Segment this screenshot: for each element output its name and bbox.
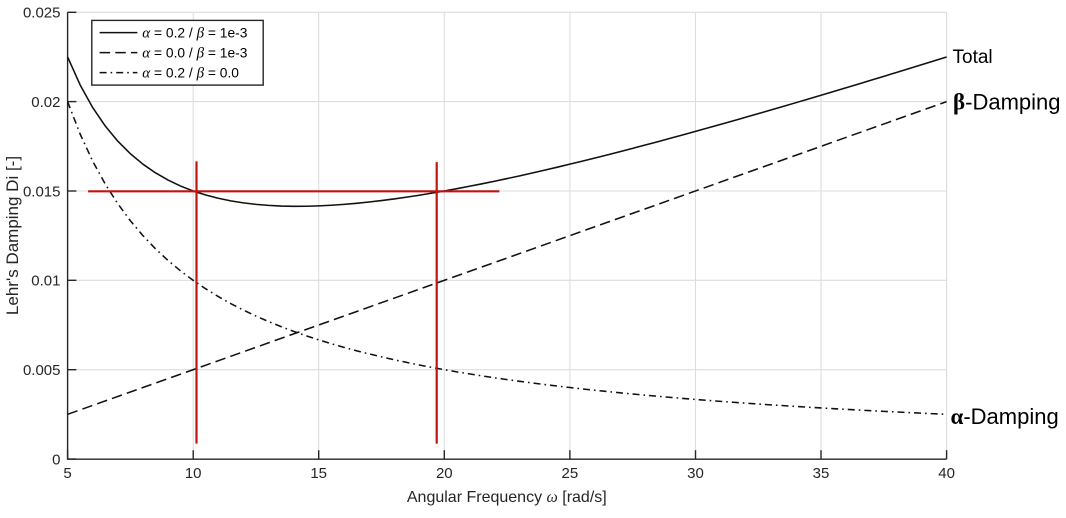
svg-text:10: 10 <box>185 465 202 482</box>
svg-text:α = 0.0 / β = 1e-3: α = 0.0 / β = 1e-3 <box>142 45 247 61</box>
svg-text:Total: Total <box>953 47 993 68</box>
svg-text:20: 20 <box>436 465 453 482</box>
svg-text:α = 0.2 / β = 1e-3: α = 0.2 / β = 1e-3 <box>142 25 247 41</box>
svg-text:Lehr's Damping Di [-]: Lehr's Damping Di [-] <box>3 156 22 315</box>
svg-text:β-Damping: β-Damping <box>953 90 1061 115</box>
svg-text:5: 5 <box>63 465 71 482</box>
svg-text:0.02: 0.02 <box>31 94 60 111</box>
svg-text:15: 15 <box>310 465 327 482</box>
svg-text:Angular Frequency ω [rad/s]: Angular Frequency ω [rad/s] <box>407 489 607 506</box>
svg-text:0.005: 0.005 <box>23 362 61 379</box>
svg-text:0.025: 0.025 <box>23 5 61 22</box>
svg-text:0.01: 0.01 <box>31 273 60 290</box>
svg-text:25: 25 <box>562 465 579 482</box>
svg-text:30: 30 <box>687 465 704 482</box>
svg-text:α = 0.2 / β = 0.0: α = 0.2 / β = 0.0 <box>142 65 239 81</box>
svg-text:40: 40 <box>938 465 955 482</box>
svg-text:0: 0 <box>52 451 60 468</box>
svg-text:35: 35 <box>813 465 830 482</box>
svg-text:α-Damping: α-Damping <box>951 404 1059 429</box>
svg-text:0.015: 0.015 <box>23 183 61 200</box>
